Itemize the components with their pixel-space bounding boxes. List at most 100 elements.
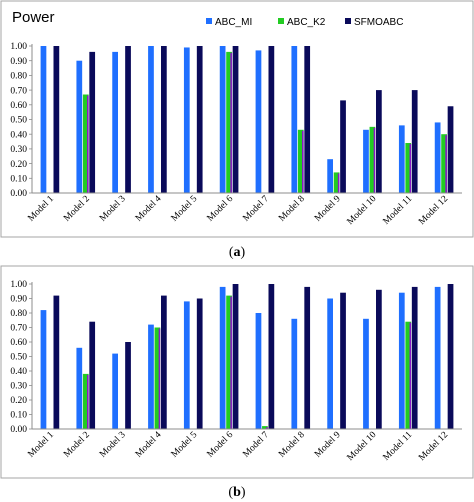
panel-a-bar-abc-k2-edge-model-12 (445, 135, 447, 193)
panel-b-bar-abc-k2-edge-model-6 (230, 296, 232, 429)
panel-a-bar-abc-k2-edge-model-10 (373, 127, 376, 193)
panel-a-bar-abc-k2-edge-model-9 (337, 173, 340, 193)
panel-a-bar-sfmoabc-model-3 (125, 46, 131, 193)
panel-a-bar-abc-mi-model-5 (183, 47, 190, 193)
panel-b-bar-abc-k2-model-2 (82, 373, 89, 429)
panel-b-bar-abc-mi-model-7 (255, 313, 262, 429)
panel-b-bar-sfmoabc-model-11 (411, 286, 418, 429)
panel-b-bar-abc-k2-edge-model-4 (158, 328, 161, 429)
panel-a-bar-abc-mi-model-10 (363, 129, 369, 193)
panel-b-bar-sfmoabc-model-5 (196, 298, 203, 429)
panel-b-bar-abc-mi-model-8 (291, 318, 298, 429)
panel-a-title: Power (12, 9, 55, 26)
panel-b-bar-abc-mi-model-6 (219, 286, 226, 429)
panel-a-bar-abc-mi-model-8 (291, 46, 298, 193)
panel-b-bar-sfmoabc-model-12 (447, 284, 454, 429)
legend-swatch-abc-k2 (278, 18, 284, 24)
panel-a-bar-abc-k2-model-10 (369, 126, 376, 193)
panel-a-bar-abc-k2-edge-model-6 (230, 52, 232, 193)
panel-b-bar-abc-k2-model-6 (226, 295, 232, 429)
panel-b-bar-abc-mi-model-12 (434, 286, 441, 429)
panel-b-y-tick-label: 0.70 (10, 324, 27, 334)
panel-a-legend: ABC_MI ABC_K2 SFMOABC (206, 17, 403, 28)
panel-a-bar-sfmoabc-model-10 (376, 90, 382, 193)
panel-a-bar-abc-mi-model-4 (148, 46, 154, 193)
panel-a-y-tick-label: 0.00 (10, 189, 27, 199)
panel-b-y-tick-label: 0.10 (10, 411, 27, 421)
legend-label-abc-mi: ABC_MI (215, 17, 252, 28)
panel-a-bar-abc-k2-model-8 (297, 129, 304, 193)
panel-a-bar-sfmoabc-model-7 (268, 46, 275, 193)
panel-a-bar-abc-mi-model-3 (112, 51, 118, 193)
panel-a-bar-abc-mi-model-6 (219, 46, 226, 193)
panel-b-y-tick-label: 0.30 (10, 382, 27, 392)
panel-a-y-tick-label: 0.60 (10, 101, 27, 111)
panel-b-y-tick-label: 0.80 (10, 309, 27, 319)
panel-b-bar-sfmoabc-model-9 (340, 292, 346, 429)
panel-a-bar-abc-mi-model-2 (76, 60, 83, 194)
panel-b-bar-abc-k2-model-4 (154, 327, 161, 429)
panel-b-bar-abc-mi-model-5 (183, 301, 190, 429)
panel-a-y-tick-label: 0.20 (10, 160, 27, 170)
panel-b-bar-sfmoabc-model-1 (53, 295, 60, 429)
legend-swatch-sfmoabc (345, 18, 351, 24)
panel-a-y-tick-label: 0.10 (10, 175, 27, 185)
panel-b-bar-abc-k2-model-7 (262, 426, 268, 429)
panel-b-y-tick-label: 0.60 (10, 338, 27, 348)
panel-a-bar-abc-k2-edge-model-11 (409, 144, 412, 193)
panel-b-y-tick-label: 0.50 (10, 353, 27, 363)
panel-a-bar-abc-mi-model-1 (40, 46, 47, 193)
panel-b-bar-sfmoabc-model-4 (161, 295, 167, 429)
panel-b-bar-abc-k2-edge-model-11 (409, 322, 412, 429)
panel-b-bar-abc-mi-model-1 (40, 310, 47, 429)
panel-b-bar-abc-mi-model-3 (112, 353, 118, 429)
panel-a-bar-sfmoabc-model-5 (196, 46, 203, 193)
panel-a-bar-sfmoabc-model-12 (447, 106, 454, 193)
panel-a-y-tick-label: 1.00 (10, 42, 27, 52)
legend-swatch-abc-mi (206, 18, 212, 24)
panel-b-bar-sfmoabc-model-8 (304, 286, 311, 429)
panel-b-bar-abc-mi-model-2 (76, 347, 83, 429)
panel-a-bar-abc-k2-edge-model-2 (87, 95, 89, 193)
panel-a-bar-sfmoabc-model-11 (411, 90, 418, 193)
panel-a: Power ABC_MI ABC_K2 SFMOABC 0.00 0.10 0.20… (0, 0, 474, 238)
panel-b-y-tick-label: 0.90 (10, 295, 27, 305)
panel-b-caption-letter: b (233, 485, 241, 500)
panel-a-caption: (a) (229, 245, 246, 260)
panel-a-bar-abc-k2-model-2 (82, 94, 89, 193)
panel-a-bar-sfmoabc-model-4 (161, 46, 167, 193)
panel-b-bar-abc-mi-model-11 (398, 292, 405, 429)
panel-a-y-tick-label: 0.40 (10, 130, 27, 140)
panel-b-bar-sfmoabc-model-10 (376, 289, 382, 429)
panel-b-y-tick-label: 0.20 (10, 396, 27, 406)
panel-b-bar-sfmoabc-model-7 (268, 284, 275, 429)
panel-a-bar-abc-k2-model-12 (441, 134, 447, 193)
panel-a-bar-sfmoabc-model-6 (232, 46, 239, 193)
panel-b-y-tick-label: 0.00 (10, 425, 27, 435)
panel-b-y-tick-label: 1.00 (10, 280, 27, 290)
panel-a-bar-sfmoabc-model-1 (53, 46, 60, 193)
panel-b-y-tick-label: 0.40 (10, 367, 27, 377)
panel-a-bar-sfmoabc-model-2 (89, 51, 96, 193)
panel-a-bar-abc-k2-model-11 (405, 143, 412, 193)
panel-a-bar-sfmoabc-model-8 (304, 46, 311, 193)
panel-b-bar-abc-k2-edge-model-7 (266, 427, 268, 429)
panel-b-bar-sfmoabc-model-2 (89, 321, 96, 429)
panel-b-bar-abc-mi-model-10 (363, 318, 369, 429)
panel-a-bar-sfmoabc-model-9 (340, 100, 346, 193)
legend-label-sfmoabc: SFMOABC (354, 17, 403, 28)
legend-label-abc-k2: ABC_K2 (287, 17, 326, 28)
panel-a-y-tick-label: 0.80 (10, 72, 27, 82)
panel-a-bar-abc-k2-model-9 (333, 172, 340, 193)
panel-b-bar-sfmoabc-model-3 (125, 342, 131, 429)
panel-b-bar-abc-k2-model-11 (405, 321, 412, 429)
panel-a-y-tick-label: 0.90 (10, 57, 27, 67)
panel-a-bar-abc-mi-model-11 (398, 125, 405, 193)
panel-b-bar-abc-k2-edge-model-2 (87, 374, 89, 429)
panel-a-bar-abc-mi-model-12 (434, 122, 441, 193)
panel-b: 0.00 0.10 0.20 0.30 0.40 0.50 0.60 0.70 0.80 0.90… (0, 265, 474, 479)
panel-a-bar-abc-k2-edge-model-8 (302, 130, 304, 193)
panel-a-y-tick-label: 0.70 (10, 86, 27, 96)
panel-a-y-tick-label: 0.50 (10, 116, 27, 126)
